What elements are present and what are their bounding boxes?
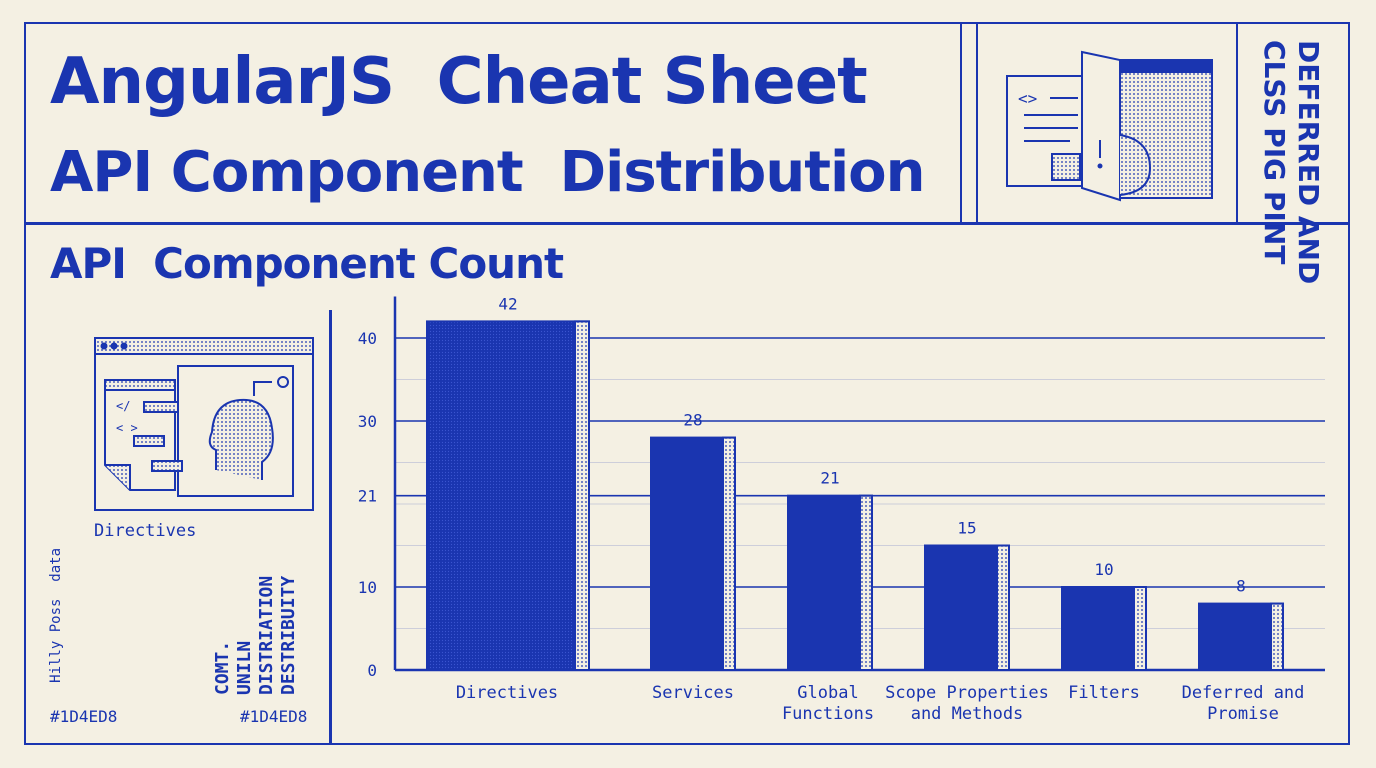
bar-highlight — [722, 436, 736, 671]
hex-code-left: #1D4ED8 — [50, 707, 118, 726]
left-panel-divider — [329, 310, 332, 745]
data-label: 42 — [498, 294, 517, 313]
bar-highlight — [996, 544, 1010, 671]
data-label: 10 — [1094, 560, 1113, 579]
y-tick-label: 10 — [358, 578, 377, 597]
y-tick-label: 21 — [358, 487, 377, 506]
bar-highlight — [1270, 602, 1284, 671]
section-divider — [24, 222, 1350, 225]
bar-highlight — [1133, 586, 1147, 671]
bar-highlight — [859, 494, 873, 672]
chart-title: API Component Count — [50, 239, 564, 288]
data-label: 8 — [1236, 577, 1246, 596]
side-title: DEFERRED AND CLSS PIG PINT — [1258, 40, 1328, 290]
data-label: 28 — [683, 411, 702, 430]
y-tick-label: 0 — [367, 661, 377, 680]
x-tick-label: Scope Properties — [885, 683, 1049, 703]
x-tick-label: Directives — [456, 683, 558, 703]
bar — [1061, 586, 1147, 671]
y-tick-label: 30 — [358, 412, 377, 431]
x-tick-label: Deferred and — [1182, 683, 1305, 703]
left-caption: Directives — [94, 521, 197, 541]
data-label: 21 — [820, 469, 839, 488]
hex-code-right: #1D4ED8 — [240, 707, 308, 726]
x-tick-label: Global — [797, 683, 858, 703]
side-title-line2: CLSS PIG PINT — [1258, 40, 1291, 265]
x-tick-label: Filters — [1068, 683, 1140, 703]
bar-highlight — [574, 320, 590, 671]
side-title-line1: DEFERRED AND — [1292, 40, 1325, 285]
page-title: AngularJS Cheat Sheet — [50, 45, 868, 119]
x-tick-label: and Methods — [911, 704, 1024, 724]
x-tick-label: Promise — [1207, 704, 1279, 724]
x-tick-label: Functions — [782, 704, 874, 724]
data-label: 15 — [957, 519, 976, 538]
bar — [1198, 602, 1284, 671]
page-subtitle: API Component Distribution — [50, 140, 926, 205]
bar — [426, 320, 590, 671]
bar — [787, 494, 873, 672]
x-tick-label: Services — [652, 683, 734, 703]
bar — [650, 436, 736, 671]
y-tick-label: 40 — [358, 329, 377, 348]
